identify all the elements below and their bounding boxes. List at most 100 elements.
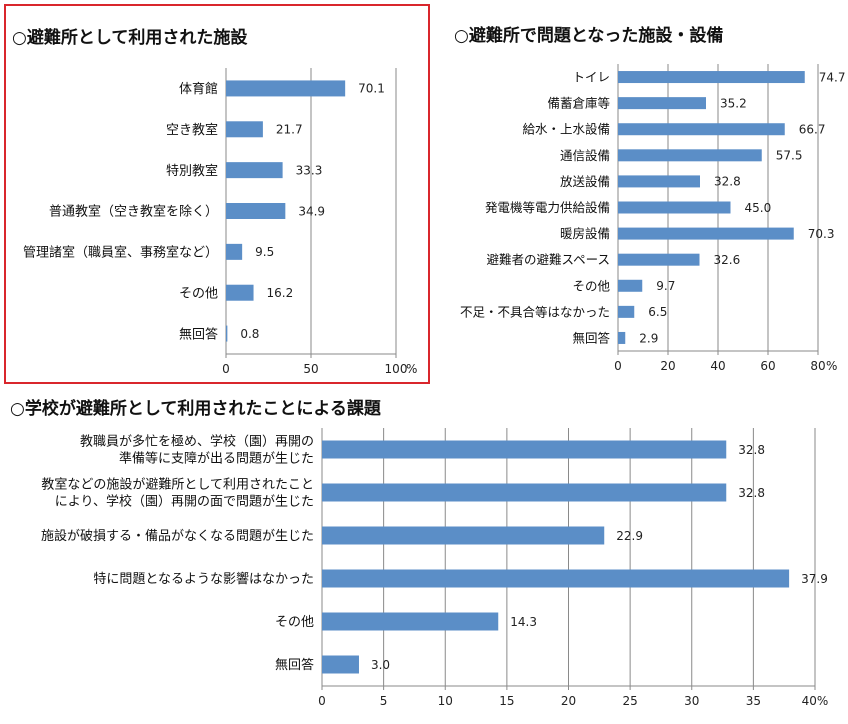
category-label: 発電機等電力供給設備 bbox=[485, 200, 610, 215]
bar bbox=[618, 331, 626, 344]
x-tick-label: 5 bbox=[380, 694, 388, 708]
category-label: 暖房設備 bbox=[560, 226, 610, 241]
category-label: 教室などの施設が避難所として利用されたこと bbox=[41, 477, 314, 493]
category-label: 備蓄倉庫等 bbox=[547, 96, 610, 111]
data-label: 45.0 bbox=[745, 201, 772, 215]
data-label: 74.7 bbox=[819, 70, 846, 84]
bar bbox=[226, 121, 263, 138]
bar bbox=[322, 655, 359, 674]
bar bbox=[618, 305, 635, 318]
bar bbox=[618, 253, 700, 266]
bar bbox=[618, 97, 706, 110]
data-label: 66.7 bbox=[799, 123, 826, 137]
data-label: 37.9 bbox=[801, 572, 828, 586]
category-label: 施設が破損する・備品がなくなる問題が生じた bbox=[41, 528, 314, 544]
data-label: 32.8 bbox=[738, 486, 765, 500]
bar bbox=[226, 325, 228, 342]
bar bbox=[322, 526, 605, 545]
bar bbox=[618, 149, 762, 162]
bar bbox=[322, 483, 727, 502]
category-label: 空き教室 bbox=[166, 122, 218, 138]
data-label: 32.8 bbox=[738, 443, 765, 457]
category-label: 普通教室（空き教室を除く） bbox=[49, 204, 218, 220]
bar bbox=[226, 284, 254, 301]
category-label: 体育館 bbox=[179, 81, 218, 97]
chart-svg: 0 5 10 15 20 25 30 35 40% 教職員が多忙を極め、学校（園）再開の準備等に支… bbox=[41, 428, 829, 708]
data-label: 32.6 bbox=[714, 253, 741, 267]
data-label: 2.9 bbox=[639, 331, 658, 345]
x-tick-label: 40 bbox=[710, 359, 725, 373]
data-label: 21.7 bbox=[276, 123, 303, 137]
bar bbox=[618, 201, 731, 214]
category-label: 無回答 bbox=[572, 330, 610, 345]
category-label: 給水・上水設備 bbox=[522, 122, 610, 137]
bar bbox=[618, 123, 785, 136]
bar bbox=[226, 243, 243, 260]
category-label: 放送設備 bbox=[560, 174, 610, 189]
data-label: 34.9 bbox=[298, 204, 325, 218]
category-label: 教職員が多忙を極め、学校（園）再開の bbox=[80, 434, 314, 450]
bar bbox=[226, 203, 286, 219]
data-label: 9.5 bbox=[255, 245, 274, 259]
data-label: 3.0 bbox=[371, 658, 390, 672]
x-tick-label: 10 bbox=[438, 694, 453, 708]
data-label: 16.2 bbox=[267, 286, 294, 300]
bar bbox=[618, 279, 643, 292]
category-label: 不足・不具合等はなかった bbox=[460, 304, 610, 319]
x-tick-label: 100 bbox=[385, 362, 408, 376]
category-label: により、学校（園）再開の面で問題が生じた bbox=[55, 494, 314, 510]
bar bbox=[226, 162, 283, 179]
bar bbox=[618, 227, 794, 240]
chart-title: ○避難所で問題となった施設・設備 bbox=[454, 26, 724, 46]
x-tick-label: 0 bbox=[222, 362, 230, 376]
x-tick-label: 35 bbox=[746, 694, 761, 708]
x-tick-label: 0 bbox=[318, 694, 326, 708]
data-label: 14.3 bbox=[510, 615, 537, 629]
bar bbox=[322, 612, 499, 631]
x-tick-label: 40% bbox=[802, 694, 829, 708]
category-label: 特別教室 bbox=[166, 163, 218, 179]
data-label: 0.8 bbox=[240, 327, 259, 341]
bar bbox=[322, 569, 790, 588]
chart-title: ○避難所として利用された施設 bbox=[12, 28, 248, 48]
category-label: 特に問題となるような影響はなかった bbox=[93, 571, 314, 587]
category-label: その他 bbox=[275, 615, 314, 630]
data-label: 6.5 bbox=[648, 305, 667, 319]
category-label: その他 bbox=[572, 278, 610, 293]
x-axis-unit: % bbox=[406, 362, 417, 376]
category-label: 避難者の避難スペース bbox=[486, 252, 610, 267]
chart-panel-facilities-used: ○避難所として利用された施設 0 50 100% 体育館 70.1 空き教室 21.7 特別教… bbox=[4, 4, 430, 384]
chart-svg: 0 20 40 60 80 % トイレ 74.7 備蓄倉庫等 35.2 給水・上水設備 66.7 通信設… bbox=[460, 64, 846, 373]
x-axis-unit: % bbox=[826, 359, 837, 373]
x-tick-label: 50 bbox=[303, 362, 318, 376]
data-label: 32.8 bbox=[714, 175, 741, 189]
data-label: 35.2 bbox=[720, 96, 747, 110]
chart-panel-problem-facilities: ○避難所で問題となった施設・設備 0 20 40 60 80% トイレ 74.7 備蓄倉庫等 3… bbox=[438, 4, 848, 384]
category-label: その他 bbox=[179, 286, 218, 301]
x-tick-label: 20 bbox=[660, 359, 675, 373]
x-tick-label: 0 bbox=[614, 359, 622, 373]
data-label: 70.1 bbox=[358, 82, 385, 96]
category-label: 通信設備 bbox=[560, 148, 610, 163]
category-label: 無回答 bbox=[179, 326, 218, 342]
category-label: 管理諸室（職員室、事務室など） bbox=[23, 245, 218, 261]
category-label: 無回答 bbox=[275, 657, 314, 673]
x-tick-label: 15 bbox=[499, 694, 514, 708]
x-tick-label: 80 bbox=[810, 359, 825, 373]
bar bbox=[618, 71, 805, 84]
data-label: 70.3 bbox=[808, 227, 835, 241]
data-label: 33.3 bbox=[296, 163, 323, 177]
chart-panel-school-issues: ○学校が避難所として利用されたことによる課題 0 5 10 15 20 25 30 35 40%… bbox=[0, 388, 848, 724]
chart-svg: 0 50 100% 体育館 70.1 空き教室 21.7 特別教室 33.3 普通教室（空き教室を… bbox=[23, 68, 417, 376]
chart-title: ○学校が避難所として利用されたことによる課題 bbox=[10, 399, 381, 419]
category-label: トイレ bbox=[572, 70, 610, 85]
bar bbox=[618, 175, 700, 188]
data-label: 57.5 bbox=[776, 149, 803, 163]
x-tick-label: 25 bbox=[622, 694, 637, 708]
bar bbox=[322, 440, 727, 459]
bar bbox=[226, 80, 346, 97]
data-label: 22.9 bbox=[616, 529, 643, 543]
x-tick-label: 20 bbox=[561, 694, 576, 708]
category-label: 準備等に支障が出る問題が生じた bbox=[119, 451, 314, 467]
data-label: 9.7 bbox=[656, 279, 675, 293]
